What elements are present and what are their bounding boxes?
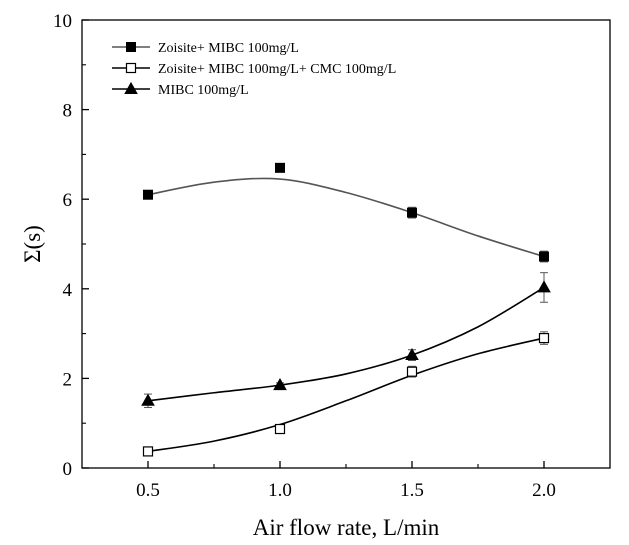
x-axis-title: Air flow rate, L/min	[253, 515, 440, 540]
data-point	[275, 162, 285, 173]
y-tick-label: 2	[63, 369, 73, 390]
data-point	[406, 366, 418, 377]
legend-marker	[125, 62, 137, 74]
x-axis: 0.5 1.0 1.5 2.0	[136, 461, 556, 501]
legend-marker	[126, 42, 136, 52]
legend-item-3: MIBC 100mg/L	[112, 81, 249, 98]
y-tick-label: 4	[63, 280, 73, 301]
y-tick-label: 0	[63, 459, 73, 480]
x-tick-label: 0.5	[136, 480, 160, 501]
series-line	[147, 177, 545, 258]
legend-label: Zoisite+ MIBC 100mg/L	[158, 41, 299, 56]
data-point	[405, 347, 419, 361]
legend-marker	[124, 81, 138, 94]
y-axis: 0 2 4 6 8 10	[53, 11, 89, 480]
data-point	[539, 251, 549, 262]
legend-item-1: Zoisite+ MIBC 100mg/L	[112, 41, 299, 56]
series-2	[142, 331, 550, 457]
series-3	[141, 272, 551, 409]
y-tick-label: 10	[53, 11, 72, 32]
data-point	[143, 189, 153, 200]
data-point	[274, 423, 286, 435]
data-point	[142, 446, 154, 457]
legend-item-2: Zoisite+ MIBC 100mg/L+ CMC 100mg/L	[112, 62, 396, 77]
series-layer	[141, 162, 551, 457]
data-point	[537, 280, 551, 293]
data-point	[141, 393, 155, 406]
series-line	[147, 337, 545, 453]
data-point	[538, 332, 550, 344]
x-tick-label: 2.0	[532, 480, 556, 501]
x-tick-label: 1.0	[268, 480, 292, 501]
data-point	[407, 207, 417, 218]
legend-label: Zoisite+ MIBC 100mg/L+ CMC 100mg/L	[158, 62, 396, 77]
y-tick-label: 8	[63, 101, 73, 122]
data-point	[273, 377, 287, 391]
legend-label: MIBC 100mg/L	[158, 83, 249, 98]
series-1	[143, 162, 549, 263]
y-axis-title: Σ(s)	[20, 225, 45, 263]
y-tick-label: 6	[63, 190, 73, 211]
legend: Zoisite+ MIBC 100mg/L Zoisite+ MIBC 100mg…	[112, 41, 396, 98]
x-tick-label: 1.5	[400, 480, 424, 501]
series-line	[147, 286, 545, 402]
